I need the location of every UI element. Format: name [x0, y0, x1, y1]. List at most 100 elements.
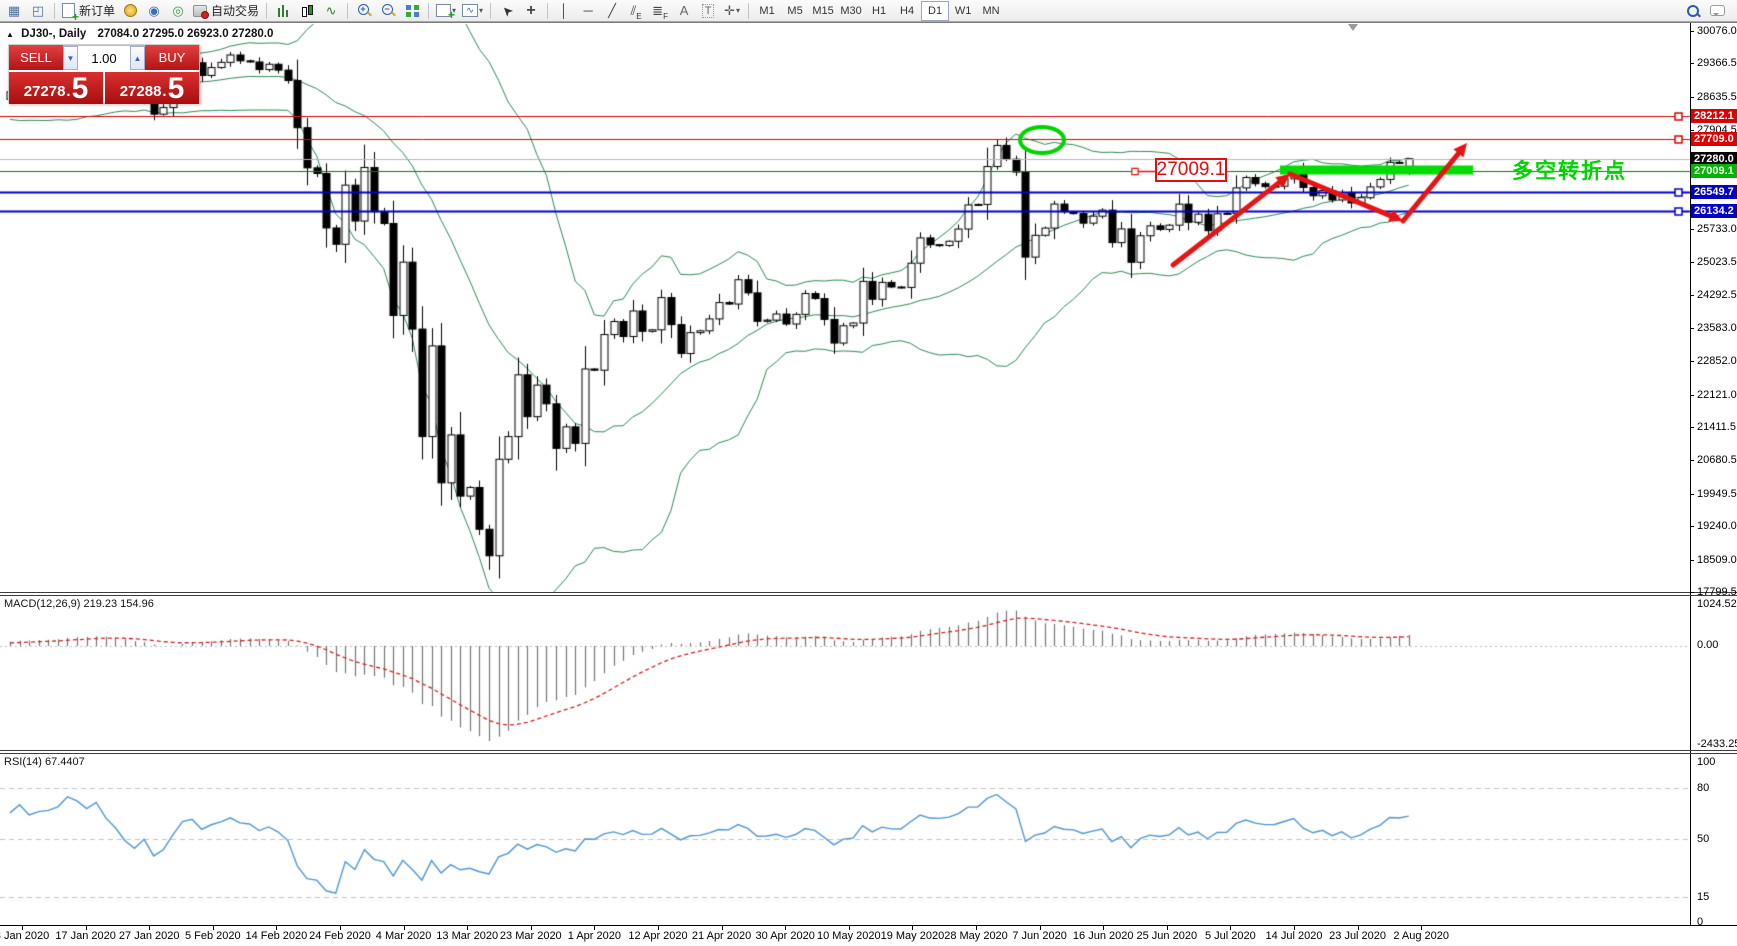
price-line-badge: 27009.1 — [1691, 164, 1737, 178]
fibonacci-icon[interactable]: ≣ F — [652, 2, 668, 21]
date-label: 5 Feb 2020 — [184, 930, 241, 942]
date-label: 14 Jul 2020 — [1265, 930, 1323, 942]
sep2 — [266, 2, 268, 19]
bar-chart-icon[interactable] — [272, 1, 294, 21]
timeframe-w1[interactable]: W1 — [954, 4, 972, 17]
price-tick-label: 18509.0 — [1697, 554, 1737, 566]
search-icon[interactable] — [1682, 1, 1704, 21]
sell-button[interactable]: SELL — [9, 45, 63, 70]
channel-icon[interactable]: ⫽ E — [630, 2, 642, 21]
volume-value[interactable]: 1.00 — [78, 46, 130, 70]
zoom-in-icon[interactable]: + — [353, 1, 375, 21]
trendline-icon[interactable]: ╱ — [608, 2, 616, 18]
timeframe-h1[interactable]: H1 — [872, 4, 887, 17]
timeframe-mn[interactable]: MN — [982, 4, 1000, 17]
candlestick-chart-icon[interactable] — [296, 1, 318, 21]
date-label: 16 Jun 2020 — [1072, 930, 1134, 942]
price-tick — [1690, 560, 1694, 561]
turning-point-annotation: 多空转折点 — [1512, 160, 1627, 183]
crosshair-icon[interactable]: + — [526, 1, 536, 19]
price-tick-label: 22852.0 — [1697, 355, 1737, 367]
panel-collapse-icon[interactable]: ▲ — [6, 30, 14, 39]
text-icon[interactable]: A — [679, 3, 689, 18]
timeframe-m15[interactable]: M15 — [812, 4, 834, 17]
date-label: 19 May 2020 — [880, 930, 945, 942]
deposit-icon[interactable] — [119, 1, 141, 21]
chat-icon[interactable] — [1706, 1, 1728, 21]
market-watch-icon[interactable]: ▦ — [7, 2, 21, 18]
pane-splitter-rsi[interactable] — [0, 750, 1737, 751]
pane-splitter-rsi-2[interactable] — [0, 753, 1737, 754]
chart-shift-marker[interactable] — [1348, 24, 1358, 36]
zoom-out-icon[interactable]: − — [377, 1, 399, 21]
timeframe-m1[interactable]: M1 — [759, 4, 775, 17]
macd-label: MACD(12,26,9) 219.23 154.96 — [4, 598, 154, 610]
date-label: 30 Apr 2020 — [755, 930, 815, 942]
navigator-icon[interactable]: ◰ — [31, 2, 45, 18]
chart-symbol-period: DJ30-, Daily — [21, 28, 87, 40]
date-label: 7 Jun 2020 — [1012, 930, 1067, 942]
pane-splitter-macd-2[interactable] — [0, 595, 1737, 596]
price-tick — [1690, 130, 1694, 131]
sell-price[interactable]: 27278 . 5 — [9, 72, 103, 104]
macd-axis-label: 0.00 — [1697, 639, 1719, 651]
date-label: 8 Jan 2020 — [0, 930, 50, 942]
sell-price-pips: 5 — [71, 72, 89, 105]
price-line-badge: 27709.0 — [1691, 132, 1737, 146]
line-chart-icon[interactable]: ∿ — [325, 2, 337, 18]
price-tick — [1690, 427, 1694, 428]
price-callout-label[interactable]: 27009.1 — [1155, 158, 1227, 182]
price-tick — [1690, 460, 1694, 461]
date-label: 17 Jan 2020 — [55, 930, 116, 942]
community-icon[interactable]: ◉ — [148, 2, 160, 18]
rsi-label: RSI(14) 67.4407 — [4, 756, 85, 768]
timeframe-h4[interactable]: H4 — [900, 4, 915, 17]
price-tick — [1690, 395, 1694, 396]
autotrade-button[interactable]: 自动交易 — [191, 1, 261, 21]
cursor-icon[interactable]: ➤ — [497, 1, 516, 21]
buy-price[interactable]: 27288 . 5 — [105, 72, 199, 104]
price-tick — [1690, 262, 1694, 263]
date-label: 13 Mar 2020 — [436, 930, 499, 942]
date-label: 23 Jul 2020 — [1329, 930, 1387, 942]
date-tick — [86, 925, 87, 930]
buy-price-pips: 5 — [167, 72, 185, 105]
volume-decrease-button[interactable]: ▼ — [63, 46, 78, 70]
arrows-icon[interactable]: ✛ ▾ — [724, 2, 741, 18]
templates-icon[interactable]: ∿ ▾ — [460, 1, 485, 21]
price-tick — [1690, 97, 1694, 98]
hline-icon[interactable]: ─ — [583, 3, 593, 18]
indicators-icon[interactable]: ▾ — [434, 1, 458, 22]
date-label: 28 May 2020 — [944, 930, 1008, 942]
date-tick — [404, 925, 405, 930]
timeframe-m5[interactable]: M5 — [787, 4, 803, 17]
volume-increase-button[interactable]: ▲ — [130, 46, 145, 70]
price-line-badge: 27280.0 — [1691, 152, 1737, 166]
timeframe-d1[interactable]: D1 — [921, 0, 950, 21]
date-tick — [531, 925, 532, 930]
volume-stepper: ▼ 1.00 ▲ — [63, 45, 145, 70]
price-tick-label: 21411.5 — [1697, 421, 1736, 433]
timeframe-m30[interactable]: M30 — [840, 4, 862, 17]
tile-windows-icon[interactable] — [401, 1, 423, 21]
sell-price-main: 27278 — [23, 83, 66, 100]
date-label: 2 Aug 2020 — [1393, 930, 1450, 942]
date-label: 25 Jun 2020 — [1136, 930, 1198, 942]
sep3 — [347, 2, 349, 19]
date-tick — [658, 925, 659, 930]
toolbar-right-group — [1681, 1, 1729, 21]
date-tick — [1103, 925, 1104, 930]
date-tick — [149, 925, 150, 930]
buy-button[interactable]: BUY — [145, 45, 199, 70]
date-tick — [594, 925, 595, 930]
text-label-icon[interactable]: T — [697, 1, 719, 21]
signals-icon[interactable]: ◎ — [172, 2, 184, 18]
date-label: 23 Mar 2020 — [499, 930, 562, 942]
vline-icon[interactable]: │ — [560, 3, 569, 18]
new-order-button[interactable]: 新订单 — [60, 1, 117, 22]
macd-axis-label: 1024.52 — [1697, 598, 1737, 610]
pane-splitter-macd[interactable] — [0, 592, 1737, 593]
price-tick-label: 25733.0 — [1697, 223, 1737, 235]
